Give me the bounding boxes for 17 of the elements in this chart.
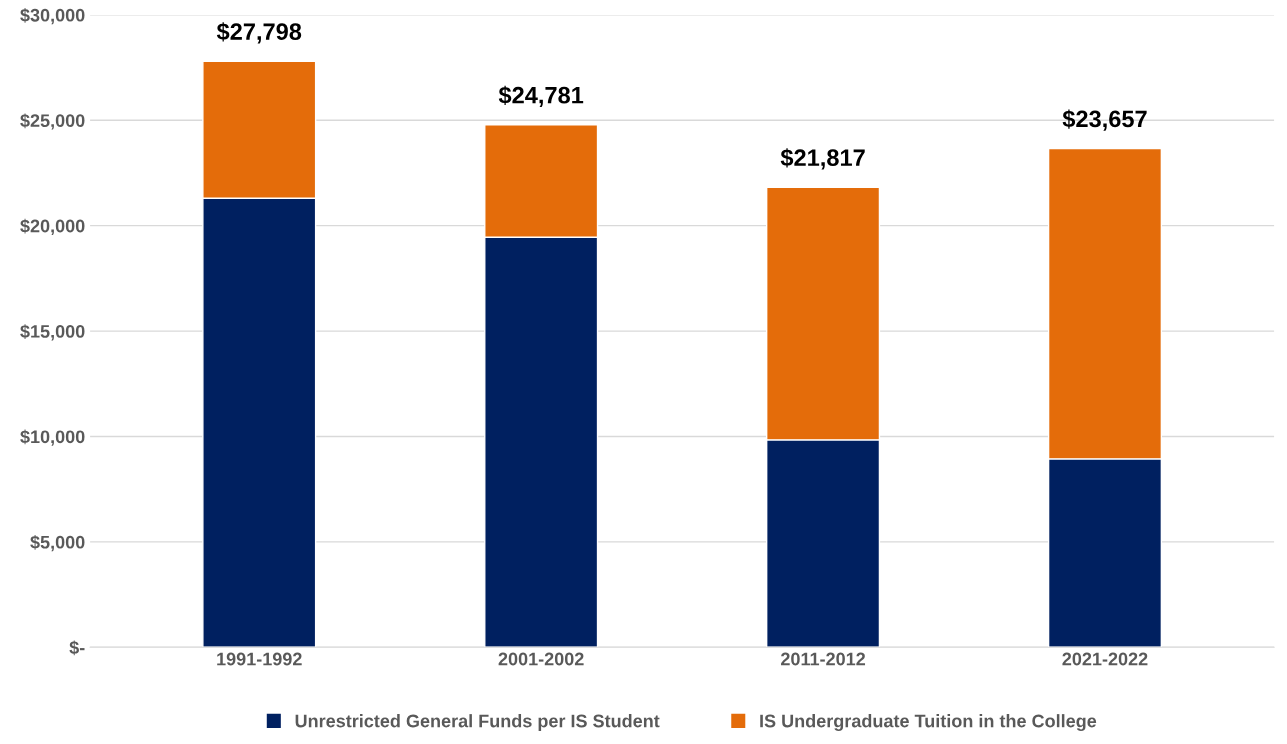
y-tick-label: $15,000 <box>20 324 85 341</box>
y-tick-label: $20,000 <box>20 218 85 236</box>
y-tick-label: $5,000 <box>30 535 85 552</box>
total-label: $21,817 <box>780 148 865 170</box>
y-tick-label: $25,000 <box>20 113 85 130</box>
total-label: $24,781 <box>498 85 584 107</box>
y-tick-label: $10,000 <box>20 429 85 446</box>
x-tick-label: 2021-2022 <box>1062 652 1148 666</box>
total-label: $27,798 <box>216 22 302 44</box>
x-tick-label: 1991-1992 <box>217 652 302 666</box>
total-label: $23,657 <box>1062 109 1147 131</box>
x-tick-label: 2001-2002 <box>498 652 584 666</box>
legend-label: Unrestricted General Funds per IS Student <box>295 714 660 731</box>
y-tick-label: $30,000 <box>20 8 85 25</box>
legend-label: IS Undergraduate Tuition in the College <box>760 714 1097 732</box>
x-tick-label: 2011-2012 <box>781 652 866 666</box>
y-tick-label: $- <box>69 640 85 656</box>
